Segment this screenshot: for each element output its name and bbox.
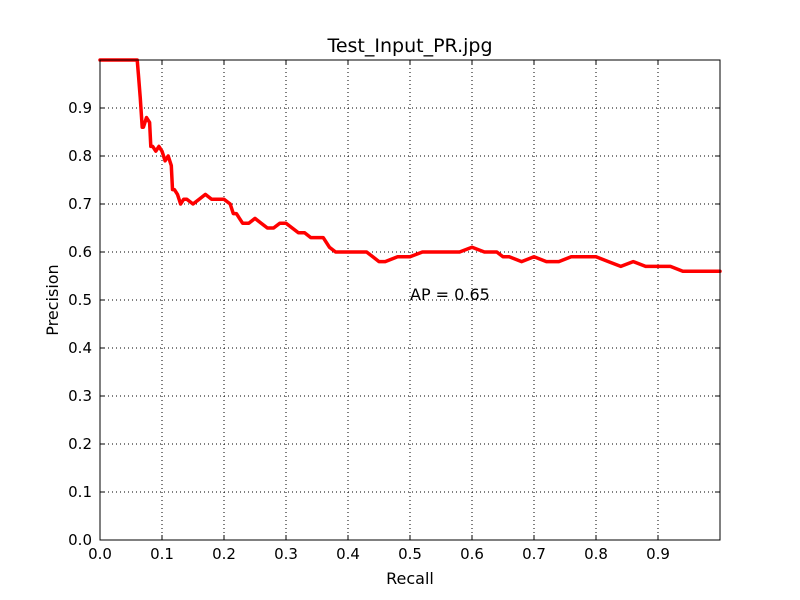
tick-marks: [99, 60, 720, 541]
x-tick-label: 0.8: [584, 545, 608, 563]
x-tick-label: 0.1: [150, 545, 174, 563]
y-tick-label: 0.4: [68, 339, 92, 357]
x-tick-label: 0.0: [88, 545, 112, 563]
y-tick-label: 0.0: [68, 531, 92, 549]
y-tick-labels: 0.0 0.1 0.2 0.3 0.4 0.5 0.6 0.7 0.8 0.9: [68, 99, 92, 549]
y-tick-label: 0.7: [68, 195, 92, 213]
y-tick-label: 0.5: [68, 291, 92, 309]
grid-lines: [100, 60, 720, 540]
y-tick-label: 0.2: [68, 435, 92, 453]
ap-annotation: AP = 0.65: [410, 285, 490, 304]
y-axis-label: Precision: [43, 264, 62, 335]
y-tick-label: 0.8: [68, 147, 92, 165]
x-tick-labels: 0.0 0.1 0.2 0.3 0.4 0.5 0.6 0.7 0.8 0.9: [88, 545, 670, 563]
x-tick-label: 0.3: [274, 545, 298, 563]
x-tick-label: 0.6: [460, 545, 484, 563]
x-tick-label: 0.7: [522, 545, 546, 563]
y-tick-label: 0.6: [68, 243, 92, 261]
series-layer: [98, 58, 722, 273]
x-tick-label: 0.2: [212, 545, 236, 563]
x-tick-label: 0.9: [646, 545, 670, 563]
x-tick-label: 0.4: [336, 545, 360, 563]
y-tick-label: 0.9: [68, 99, 92, 117]
x-tick-label: 0.5: [398, 545, 422, 563]
pr-curve: [98, 58, 722, 273]
y-tick-label: 0.3: [68, 387, 92, 405]
x-axis-label: Recall: [386, 569, 434, 588]
y-tick-label: 0.1: [68, 483, 92, 501]
chart-title: Test_Input_PR.jpg: [326, 35, 492, 57]
